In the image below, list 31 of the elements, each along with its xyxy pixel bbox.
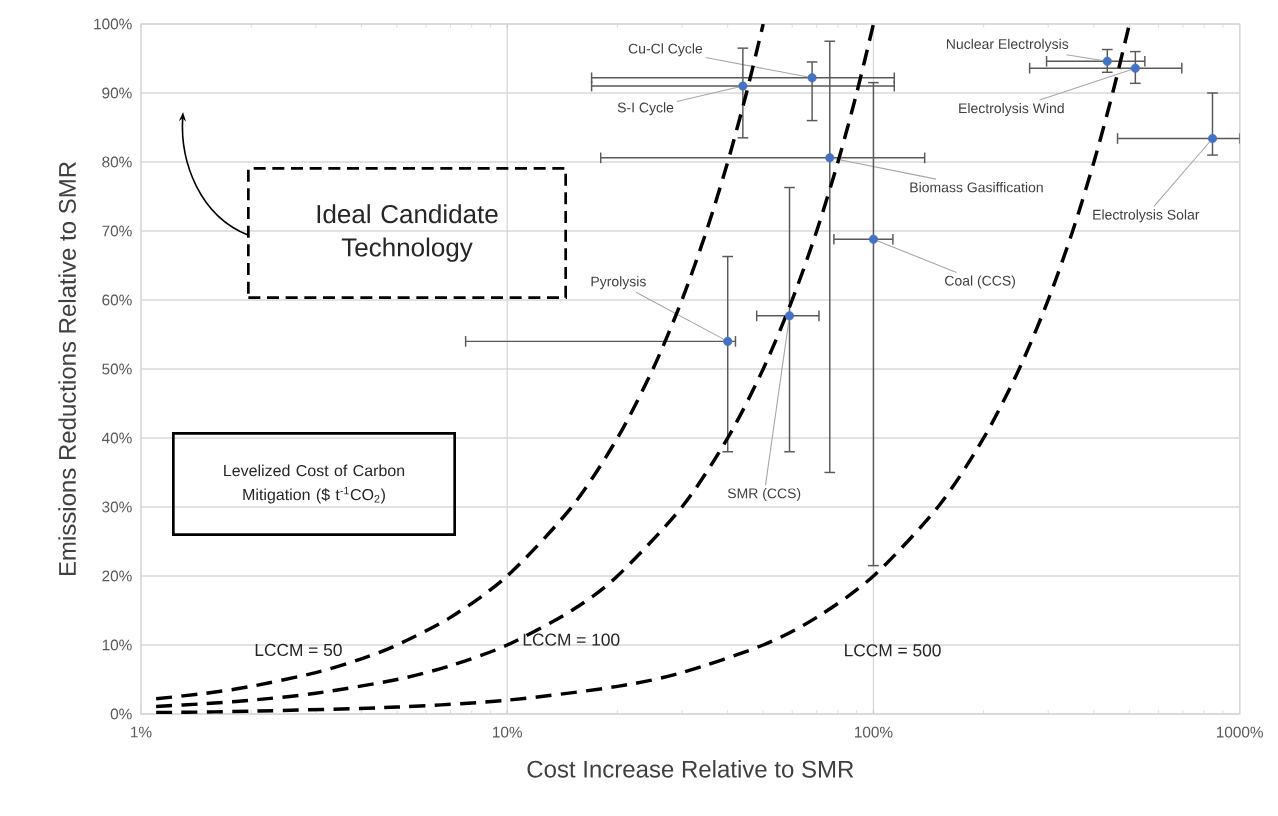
y-tick-label: 40% xyxy=(101,432,132,444)
y-tick-label: 80% xyxy=(102,156,132,168)
text: Biomass Gasiffication xyxy=(910,182,1043,193)
y-tick-label: 90% xyxy=(102,87,132,99)
y-tick-label: 50% xyxy=(102,363,132,375)
y-axis-title: Emissions Reductions Relative to SMR xyxy=(58,162,76,576)
text: Electrolysis Wind xyxy=(959,102,1064,117)
x-tick-label: 1% xyxy=(131,726,152,738)
y-tick-label: 60% xyxy=(102,294,132,306)
text: Cu-Cl Cycle xyxy=(628,43,703,57)
y-tick-label: 0% xyxy=(110,708,132,720)
y-tick-label: 70% xyxy=(102,225,132,237)
text: SMR (CCS) xyxy=(727,488,801,502)
text: Coal (CCS) xyxy=(945,275,1015,289)
y-tick-label: 10% xyxy=(102,639,132,651)
x-tick-label: 10% xyxy=(493,726,523,738)
y-tick-label: 20% xyxy=(102,570,132,582)
x-tick-label: 1000% xyxy=(1216,726,1263,738)
x-tick-label: 100% xyxy=(855,726,893,738)
y-tick-label: 100% xyxy=(94,18,132,30)
text: S-I Cycle xyxy=(617,102,674,116)
series-label: LCCM = 50 xyxy=(255,643,342,657)
annotation: Ideal Candidate Technology xyxy=(317,204,498,262)
series-label: LCCM = 100 xyxy=(523,633,620,646)
annotation: Levelized Cost of Carbon Mitigation ($ t$^{-1}$CO$_{2}$) xyxy=(224,464,405,504)
y-tick-label: 30% xyxy=(102,501,132,513)
text: Electrolysis Solar xyxy=(1093,209,1200,223)
text: Nuclear Electrolysis xyxy=(946,38,1069,52)
x-axis-title: Cost Increase Relative to SMR xyxy=(527,760,854,778)
text: LCCM = 500 xyxy=(845,644,941,657)
text: Pyrolysis xyxy=(591,276,646,290)
